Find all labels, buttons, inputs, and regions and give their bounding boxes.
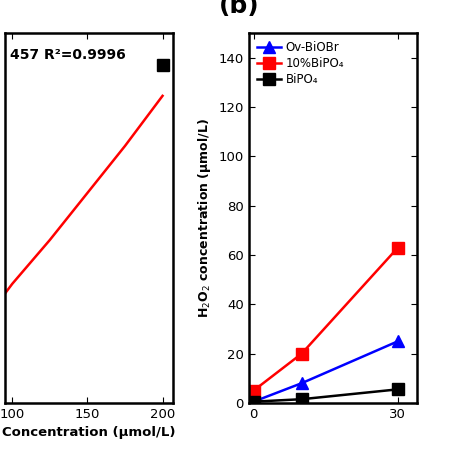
Text: 457 R²=0.9996: 457 R²=0.9996 <box>10 48 126 62</box>
Text: (b): (b) <box>219 0 259 18</box>
Legend: Ov-BiOBr, 10%BiPO₄, BiPO₄: Ov-BiOBr, 10%BiPO₄, BiPO₄ <box>255 39 346 89</box>
Y-axis label: H$_2$O$_2$ concentration (μmol/L): H$_2$O$_2$ concentration (μmol/L) <box>196 118 213 318</box>
X-axis label: Concentration (μmol/L): Concentration (μmol/L) <box>2 426 176 439</box>
